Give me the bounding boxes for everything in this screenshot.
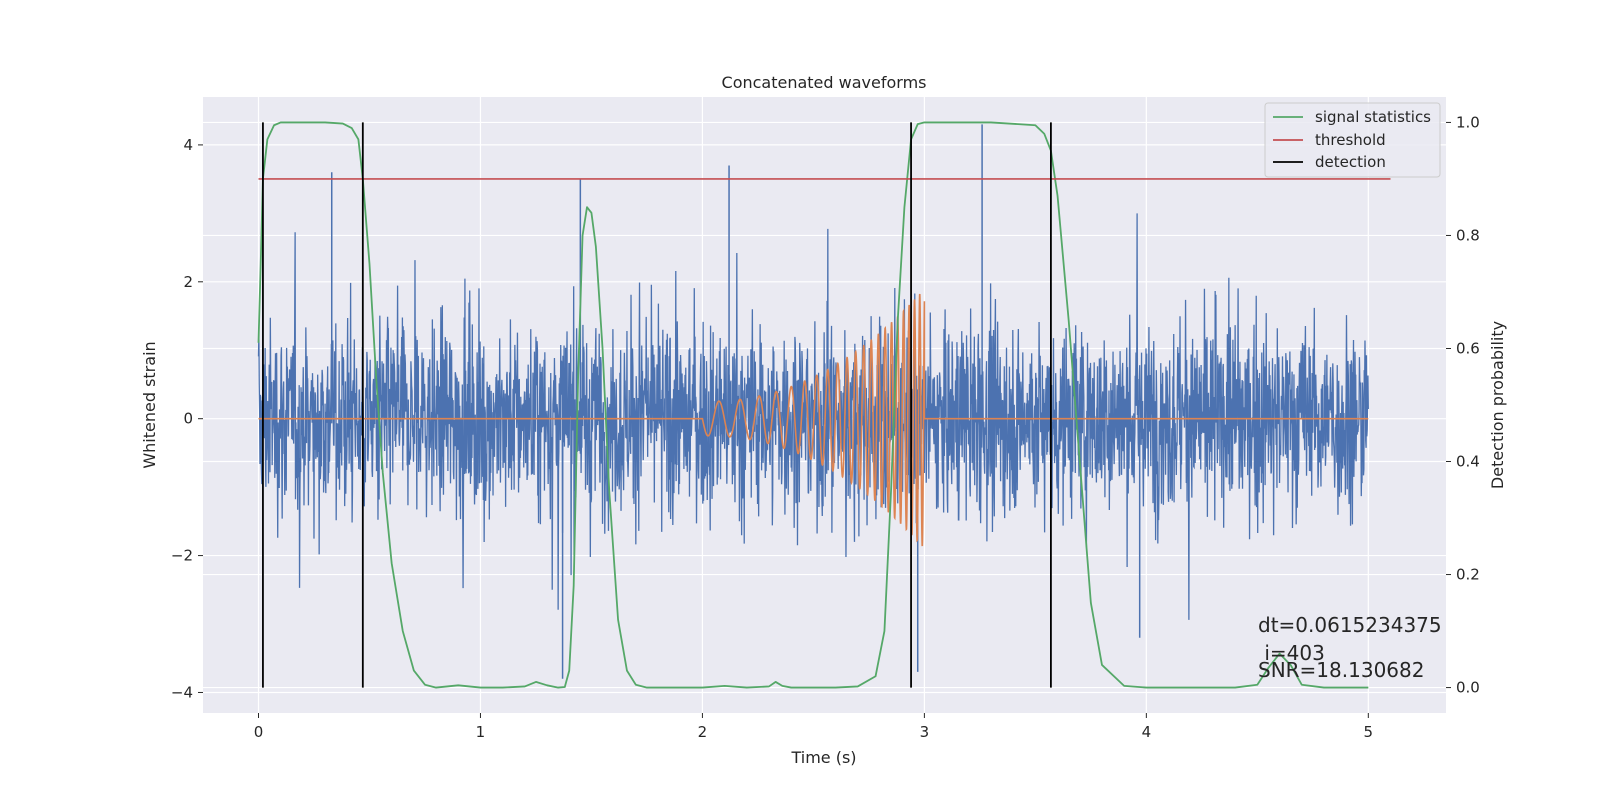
signal-statistics-line — [257, 121, 1369, 689]
annotation-snr: SNR=18.130682 — [1258, 658, 1424, 682]
y-tick-label: −2 — [171, 547, 193, 565]
legend-label-detection: detection — [1315, 153, 1386, 171]
x-tick-label: 5 — [1364, 723, 1374, 741]
annotation-index: i=403 — [1258, 641, 1325, 665]
x-tick-label: 2 — [698, 723, 708, 741]
y2-axis-label: Detection probability — [1488, 321, 1507, 489]
x-tick-label: 0 — [254, 723, 264, 741]
chart-title: Concatenated waveforms — [722, 73, 927, 92]
strain-line — [257, 213, 1369, 620]
y2-tick-label: 0.2 — [1456, 566, 1480, 584]
legend: signal statistics threshold detection — [1264, 102, 1441, 178]
template-line — [258, 293, 1369, 547]
y2-tick-label: 1.0 — [1456, 113, 1480, 131]
legend-box — [1264, 102, 1441, 178]
ticks: 0 1 2 3 4 5 −4 −2 0 2 4 0.0 0.2 0.4 0.6 0.8 1.0 — [171, 113, 1480, 741]
x-axis-label: Time (s) — [790, 748, 856, 767]
detection-series — [262, 122, 1052, 688]
x-tick-label: 4 — [1142, 723, 1152, 741]
y-tick-label: −4 — [171, 683, 193, 701]
y2-tick-label: 0.0 — [1456, 679, 1480, 697]
x-tick-label: 3 — [920, 723, 930, 741]
y-tick-label: 0 — [183, 410, 193, 428]
signal-statistics-series — [257, 121, 1369, 689]
y2-tick-label: 0.6 — [1456, 339, 1480, 357]
template-series — [258, 293, 1369, 547]
annotation-dt: dt=0.0615234375 — [1258, 613, 1442, 637]
y-tick-label: 4 — [183, 136, 193, 154]
y2-tick-label: 0.8 — [1456, 226, 1480, 244]
legend-label-signal-statistics: signal statistics — [1315, 108, 1431, 126]
y-tick-label: 2 — [183, 273, 193, 291]
y2-tick-label: 0.4 — [1456, 453, 1480, 471]
y-axis-label: Whitened strain — [140, 341, 159, 468]
legend-label-threshold: threshold — [1315, 131, 1386, 149]
x-tick-label: 1 — [476, 723, 486, 741]
